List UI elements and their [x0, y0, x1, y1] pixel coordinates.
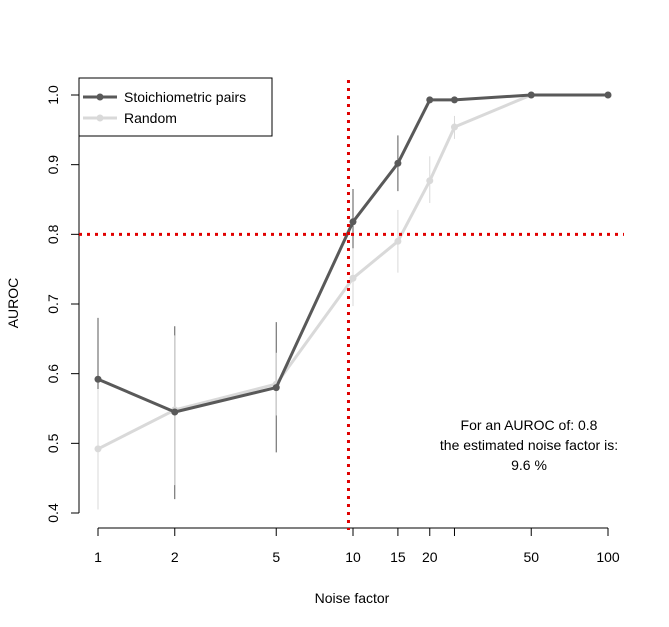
- legend: Stoichiometric pairs Random: [78, 77, 273, 137]
- x-tick-label-0: 1: [94, 549, 102, 565]
- x-tick-label-7: 50: [523, 549, 539, 565]
- data-point-stoichiometric-0: [94, 375, 102, 383]
- legend-label-random: Random: [124, 110, 177, 126]
- data-point-stoichiometric-6: [450, 96, 458, 104]
- series-layer: [94, 91, 612, 453]
- data-point-random-6: [450, 123, 458, 131]
- error-bars: [97, 115, 455, 510]
- y-tick-label-4: 0.8: [45, 224, 61, 244]
- x-tick-label-4: 15: [390, 549, 406, 565]
- legend-box: [78, 77, 273, 137]
- x-axis-label: Noise factor: [315, 590, 390, 606]
- y-tick-label-1: 0.5: [45, 433, 61, 453]
- data-point-random-4: [394, 237, 402, 245]
- annotation-line-1: For an AUROC of: 0.8: [461, 417, 598, 433]
- data-point-random-3: [349, 274, 357, 282]
- data-point-stoichiometric-7: [527, 91, 535, 99]
- data-point-random-0: [94, 445, 102, 453]
- annotation-line-3: 9.6 %: [511, 457, 547, 473]
- data-point-stoichiometric-2: [272, 384, 280, 392]
- legend-marker-random: [96, 114, 104, 122]
- data-point-stoichiometric-8: [604, 91, 612, 99]
- legend-label-stoichiometric: Stoichiometric pairs: [124, 89, 246, 105]
- legend-marker-stoichiometric: [96, 93, 104, 101]
- data-point-stoichiometric-4: [394, 159, 402, 167]
- y-tick-label-3: 0.7: [45, 294, 61, 314]
- annotation-line-2: the estimated noise factor is:: [440, 437, 618, 453]
- y-axis-label: AUROC: [5, 278, 21, 329]
- data-point-stoichiometric-5: [426, 96, 434, 104]
- y-tick-label-5: 0.9: [45, 155, 61, 175]
- x-tick-label-3: 10: [345, 549, 361, 565]
- data-point-stoichiometric-3: [349, 218, 357, 226]
- data-point-stoichiometric-1: [171, 408, 179, 416]
- y-tick-label-2: 0.6: [45, 364, 61, 384]
- y-tick-label-0: 0.4: [45, 503, 61, 523]
- noise-estimate-annotation: For an AUROC of: 0.8 the estimated noise…: [440, 417, 618, 473]
- x-ticks: 1 2 5 10 15 20 50 100: [94, 528, 620, 565]
- data-point-random-5: [426, 177, 434, 185]
- x-tick-label-8: 100: [596, 549, 620, 565]
- y-ticks: 0.4 0.5 0.6 0.7 0.8 0.9 1.0: [45, 85, 79, 523]
- x-tick-label-2: 5: [272, 549, 280, 565]
- y-tick-label-6: 1.0: [45, 85, 61, 105]
- x-tick-label-1: 2: [171, 549, 179, 565]
- x-tick-label-5: 20: [422, 549, 438, 565]
